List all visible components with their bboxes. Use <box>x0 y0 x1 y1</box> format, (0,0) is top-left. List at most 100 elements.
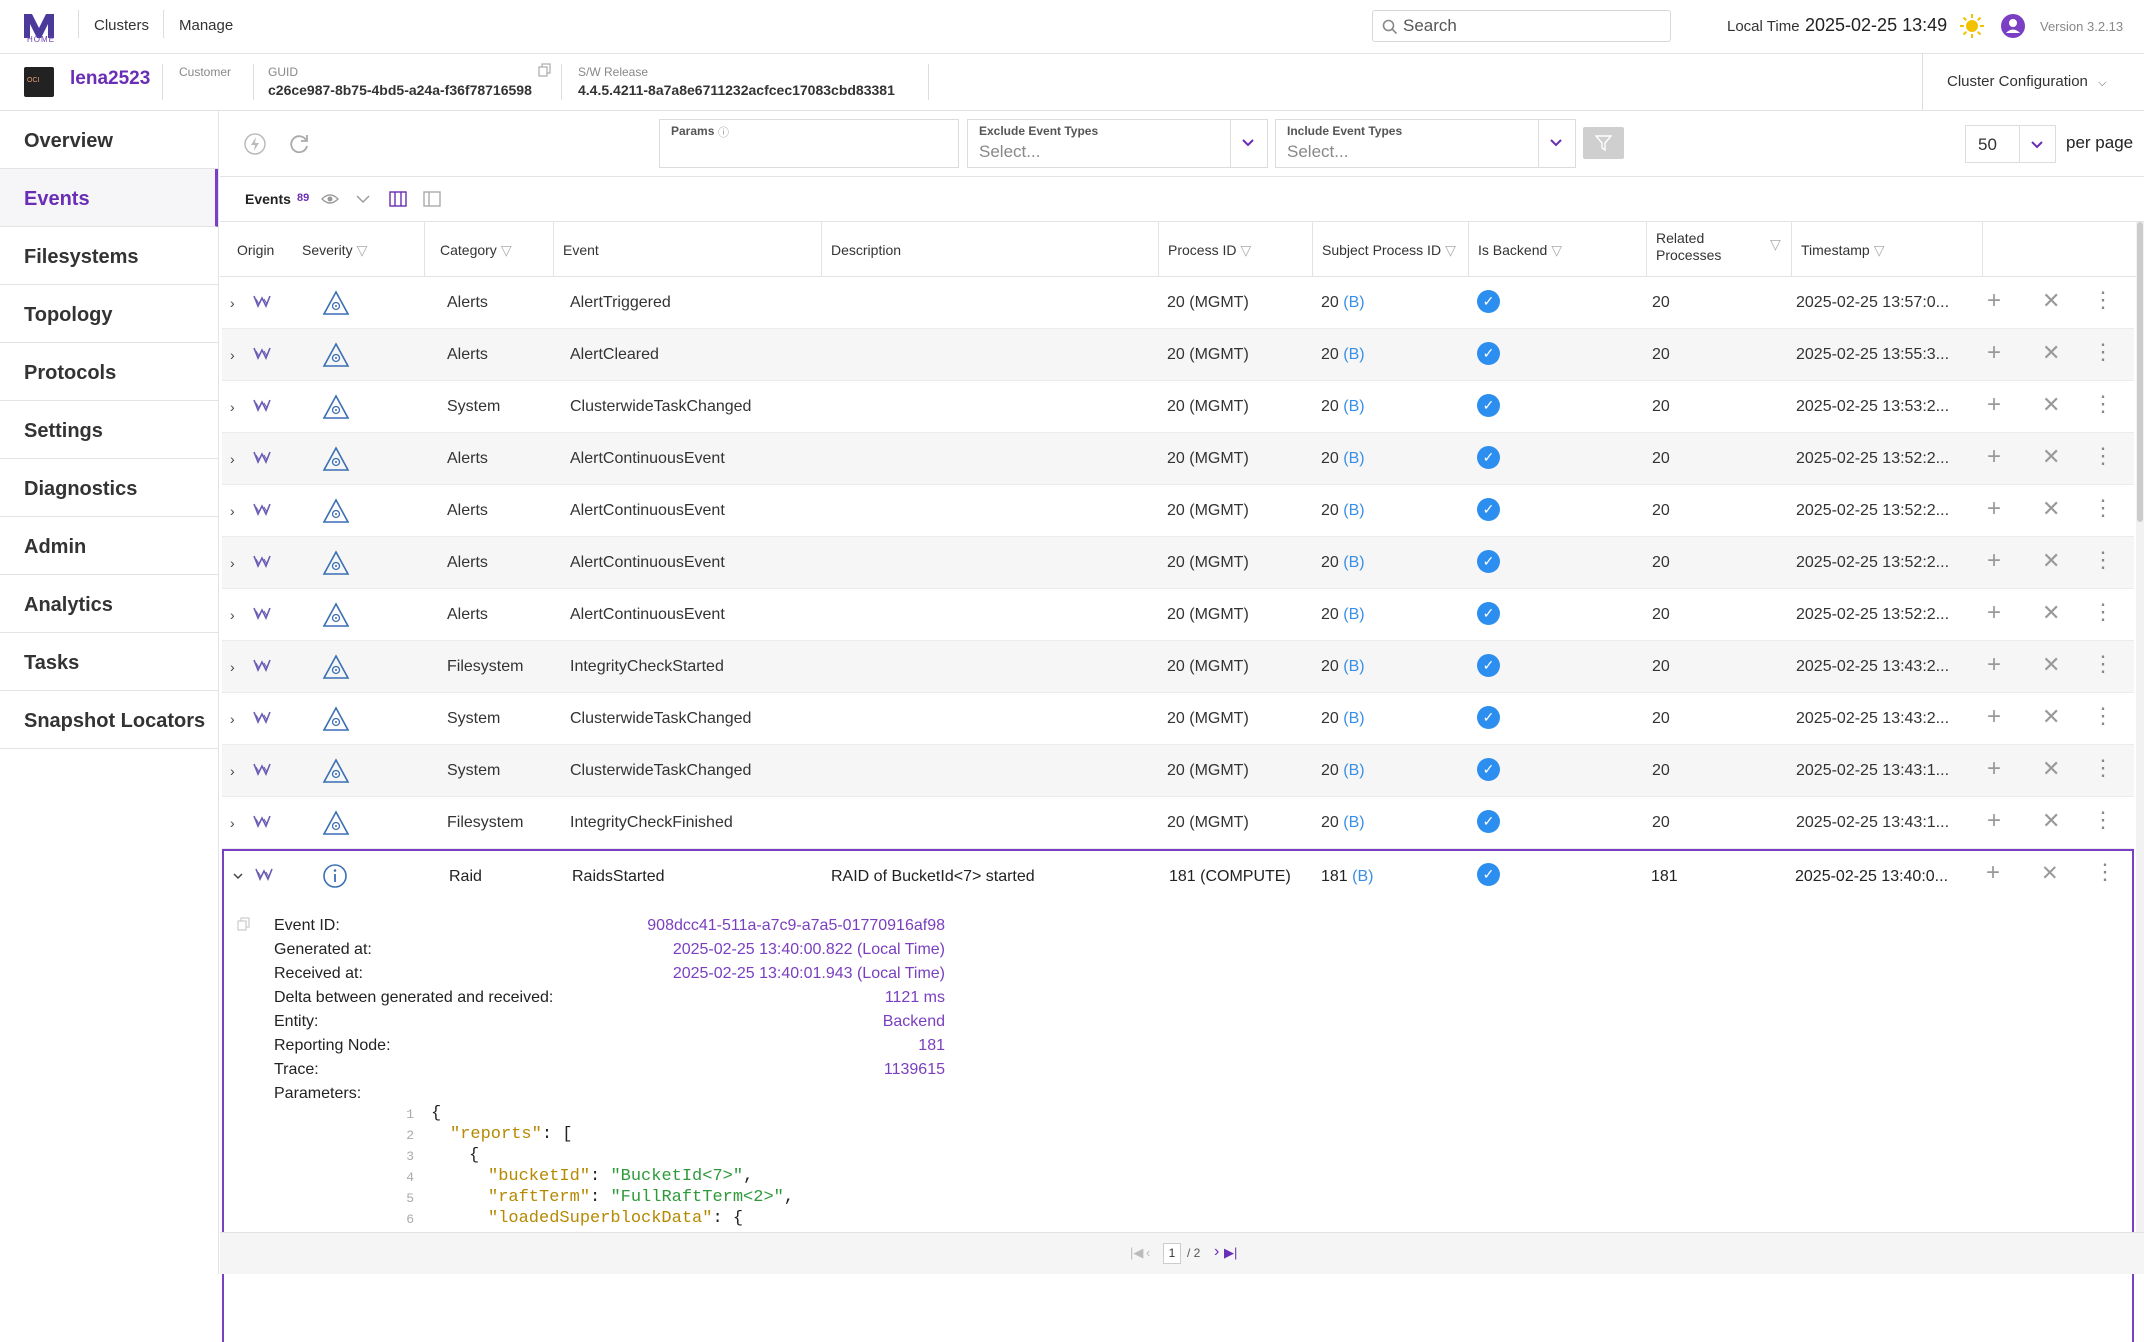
sun-icon[interactable] <box>1959 13 1985 39</box>
row-subject-process-id[interactable]: 20 (B) <box>1321 398 1365 416</box>
row-process-id[interactable]: 20 (MGMT) <box>1167 554 1249 571</box>
nav-clusters[interactable]: Clusters <box>94 17 150 34</box>
params-filter[interactable]: Params ⓘ <box>659 119 959 168</box>
chevron-right-icon[interactable]: › <box>230 451 235 467</box>
close-icon[interactable]: ✕ <box>2042 756 2061 781</box>
add-icon[interactable]: + <box>1987 807 2002 834</box>
close-icon[interactable]: ✕ <box>2042 548 2061 573</box>
row-subject-process-id[interactable]: 20 (B) <box>1321 502 1365 520</box>
next-page-icon[interactable]: › <box>1214 1243 1220 1260</box>
more-options-icon[interactable]: ⋮ <box>2092 443 2114 468</box>
column-description[interactable]: Description <box>823 222 1159 276</box>
table-row[interactable]: › System ClusterwideTaskChanged 20 (MGMT) 20… <box>222 381 2134 433</box>
more-options-icon[interactable]: ⋮ <box>2092 495 2114 520</box>
sidebar-item-admin[interactable]: Admin <box>0 517 218 575</box>
chevron-right-icon[interactable]: › <box>230 347 235 363</box>
add-icon[interactable]: + <box>1987 755 2002 782</box>
column-severity[interactable]: Severity ▽ <box>294 222 425 276</box>
row-subject-process-id[interactable]: 181 (B) <box>1321 868 1373 886</box>
chevron-right-icon[interactable]: › <box>230 503 235 519</box>
search-box[interactable] <box>1372 10 1671 42</box>
column-is-backend[interactable]: Is Backend ▽ <box>1470 222 1647 276</box>
include-event-types-select[interactable]: Include Event Types Select... <box>1275 119 1576 168</box>
add-icon[interactable]: + <box>1987 703 2002 730</box>
more-options-icon[interactable]: ⋮ <box>2092 651 2114 676</box>
column-event[interactable]: Event <box>555 222 822 276</box>
row-process-id[interactable]: 20 (MGMT) <box>1167 710 1249 727</box>
refresh-icon[interactable] <box>287 132 311 156</box>
table-row[interactable]: › Alerts AlertContinuousEvent 20 (MGMT) 20 (… <box>222 433 2134 485</box>
more-options-icon[interactable]: ⋮ <box>2092 391 2114 416</box>
more-options-icon[interactable]: ⋮ <box>2092 339 2114 364</box>
sidebar-item-diagnostics[interactable]: Diagnostics <box>0 459 218 517</box>
search-input[interactable] <box>1403 15 1663 37</box>
close-icon[interactable]: ✕ <box>2042 704 2061 729</box>
cluster-configuration-button[interactable]: Cluster Configuration ⌵ <box>1947 73 2106 90</box>
table-row[interactable]: › System ClusterwideTaskChanged 20 (MGMT) 20… <box>222 745 2134 797</box>
add-icon[interactable]: + <box>1987 599 2002 626</box>
cluster-name[interactable]: lena2523 <box>70 68 151 89</box>
chevron-right-icon[interactable]: › <box>230 815 235 831</box>
row-process-id[interactable]: 20 (MGMT) <box>1167 294 1249 311</box>
row-related-processes[interactable]: 20 <box>1652 710 1670 727</box>
row-subject-process-id[interactable]: 20 (B) <box>1321 450 1365 468</box>
row-process-id[interactable]: 20 (MGMT) <box>1167 450 1249 467</box>
row-process-id[interactable]: 20 (MGMT) <box>1167 502 1249 519</box>
add-icon[interactable]: + <box>1987 547 2002 574</box>
row-subject-process-id[interactable]: 20 (B) <box>1321 814 1365 832</box>
page-input[interactable]: 1 <box>1163 1243 1181 1264</box>
add-icon[interactable]: + <box>1986 859 2001 886</box>
row-process-id[interactable]: 20 (MGMT) <box>1167 658 1249 675</box>
close-icon[interactable]: ✕ <box>2042 652 2061 677</box>
columns-icon[interactable] <box>389 190 407 208</box>
add-icon[interactable]: + <box>1987 287 2002 314</box>
row-related-processes[interactable]: 20 <box>1652 762 1670 779</box>
sidebar-item-snapshot-locators[interactable]: Snapshot Locators <box>0 691 218 749</box>
scrollbar[interactable] <box>2136 222 2144 1232</box>
close-icon[interactable]: ✕ <box>2042 600 2061 625</box>
row-related-processes[interactable]: 20 <box>1652 814 1670 831</box>
table-row[interactable]: › Alerts AlertContinuousEvent 20 (MGMT) 20 (… <box>222 589 2134 641</box>
user-avatar-icon[interactable] <box>2001 14 2025 38</box>
row-related-processes[interactable]: 20 <box>1652 502 1670 519</box>
sidebar-item-settings[interactable]: Settings <box>0 401 218 459</box>
column-related-processes[interactable]: Related Processes ▽ <box>1648 222 1792 276</box>
column-timestamp[interactable]: Timestamp ▽ <box>1793 222 1983 276</box>
live-icon[interactable] <box>243 132 267 156</box>
row-process-id[interactable]: 20 (MGMT) <box>1167 814 1249 831</box>
row-subject-process-id[interactable]: 20 (B) <box>1321 658 1365 676</box>
home-logo-icon[interactable] <box>22 10 56 44</box>
sidebar-item-topology[interactable]: Topology <box>0 285 218 343</box>
sidebar-item-protocols[interactable]: Protocols <box>0 343 218 401</box>
sidebar-item-overview[interactable]: Overview <box>0 111 218 169</box>
more-options-icon[interactable]: ⋮ <box>2092 755 2114 780</box>
row-related-processes[interactable]: 20 <box>1652 606 1670 623</box>
chevron-right-icon[interactable]: › <box>230 399 235 415</box>
more-options-icon[interactable]: ⋮ <box>2092 599 2114 624</box>
row-related-processes[interactable]: 20 <box>1652 346 1670 363</box>
export-icon[interactable] <box>423 190 441 208</box>
row-subject-process-id[interactable]: 20 (B) <box>1321 606 1365 624</box>
column-origin[interactable]: Origin <box>237 242 275 258</box>
table-row[interactable]: › System ClusterwideTaskChanged 20 (MGMT) 20… <box>222 693 2134 745</box>
row-subject-process-id[interactable]: 20 (B) <box>1321 762 1365 780</box>
more-options-icon[interactable]: ⋮ <box>2092 547 2114 572</box>
add-icon[interactable]: + <box>1987 391 2002 418</box>
sidebar-item-analytics[interactable]: Analytics <box>0 575 218 633</box>
apply-filter-button[interactable] <box>1583 127 1624 159</box>
table-row[interactable]: › Filesystem IntegrityCheckFinished 20 (MGM… <box>222 797 2134 849</box>
close-icon[interactable]: ✕ <box>2042 392 2061 417</box>
last-page-icon[interactable]: ▶| <box>1224 1245 1238 1260</box>
add-icon[interactable]: + <box>1987 339 2002 366</box>
per-page-select[interactable]: 50 <box>1965 125 2056 163</box>
more-options-icon[interactable]: ⋮ <box>2094 859 2116 884</box>
row-subject-process-id[interactable]: 20 (B) <box>1321 554 1365 572</box>
add-icon[interactable]: + <box>1987 651 2002 678</box>
table-row[interactable]: › Alerts AlertContinuousEvent 20 (MGMT) 20 (… <box>222 537 2134 589</box>
chevron-right-icon[interactable]: › <box>230 711 235 727</box>
row-process-id[interactable]: 181 (COMPUTE) <box>1169 868 1291 885</box>
chevron-down-icon[interactable] <box>232 870 244 882</box>
row-related-processes[interactable]: 20 <box>1652 554 1670 571</box>
row-process-id[interactable]: 20 (MGMT) <box>1167 606 1249 623</box>
column-process-id[interactable]: Process ID ▽ <box>1160 222 1313 276</box>
